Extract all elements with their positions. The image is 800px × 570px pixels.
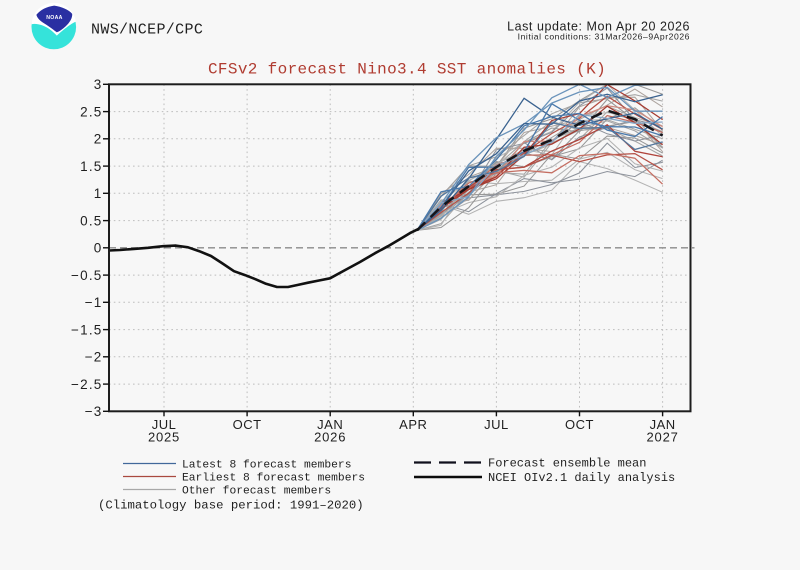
svg-text:OCT: OCT: [565, 417, 594, 432]
svg-text:2.5: 2.5: [80, 104, 102, 119]
svg-text:JUL: JUL: [484, 417, 509, 432]
svg-text:−2.5: −2.5: [71, 377, 102, 392]
svg-text:Latest 8 forecast members: Latest 8 forecast members: [182, 460, 351, 472]
svg-text:2: 2: [94, 132, 103, 147]
svg-text:APR: APR: [399, 417, 427, 432]
svg-text:Earliest 8 forecast members: Earliest 8 forecast members: [182, 473, 365, 485]
svg-text:0: 0: [94, 241, 103, 256]
svg-text:(Climatology base period: 1991: (Climatology base period: 1991–2020): [98, 499, 364, 513]
svg-text:−2: −2: [85, 350, 103, 365]
svg-text:2026: 2026: [314, 430, 346, 445]
svg-text:−1.5: −1.5: [71, 322, 102, 337]
svg-text:JAN: JAN: [650, 417, 676, 432]
svg-text:NWS/NCEP/CPC: NWS/NCEP/CPC: [91, 22, 203, 39]
svg-text:2027: 2027: [647, 430, 679, 445]
svg-text:OCT: OCT: [233, 417, 262, 432]
svg-text:−0.5: −0.5: [71, 268, 102, 283]
svg-text:JUL: JUL: [152, 417, 177, 432]
svg-text:3: 3: [94, 77, 103, 92]
svg-text:NCEI OIv2.1 daily analysis: NCEI OIv2.1 daily analysis: [488, 471, 675, 485]
svg-text:−1: −1: [85, 295, 103, 310]
svg-text:JAN: JAN: [317, 417, 343, 432]
svg-text:Last update: Mon Apr 20 2026: Last update: Mon Apr 20 2026: [507, 20, 690, 34]
svg-text:0.5: 0.5: [80, 213, 102, 228]
svg-text:Initial conditions: 31Mar2026–: Initial conditions: 31Mar2026–9Apr2026: [518, 32, 690, 42]
svg-text:−3: −3: [85, 404, 103, 419]
svg-text:Forecast ensemble mean: Forecast ensemble mean: [488, 457, 646, 471]
svg-text:Other forecast members: Other forecast members: [182, 486, 331, 498]
svg-text:CFSv2 forecast Nino3.4 SST ano: CFSv2 forecast Nino3.4 SST anomalies (K): [208, 61, 606, 79]
svg-text:1.5: 1.5: [80, 159, 102, 174]
svg-text:1: 1: [94, 186, 103, 201]
svg-text:NOAA: NOAA: [46, 15, 62, 21]
svg-text:2025: 2025: [148, 430, 180, 445]
